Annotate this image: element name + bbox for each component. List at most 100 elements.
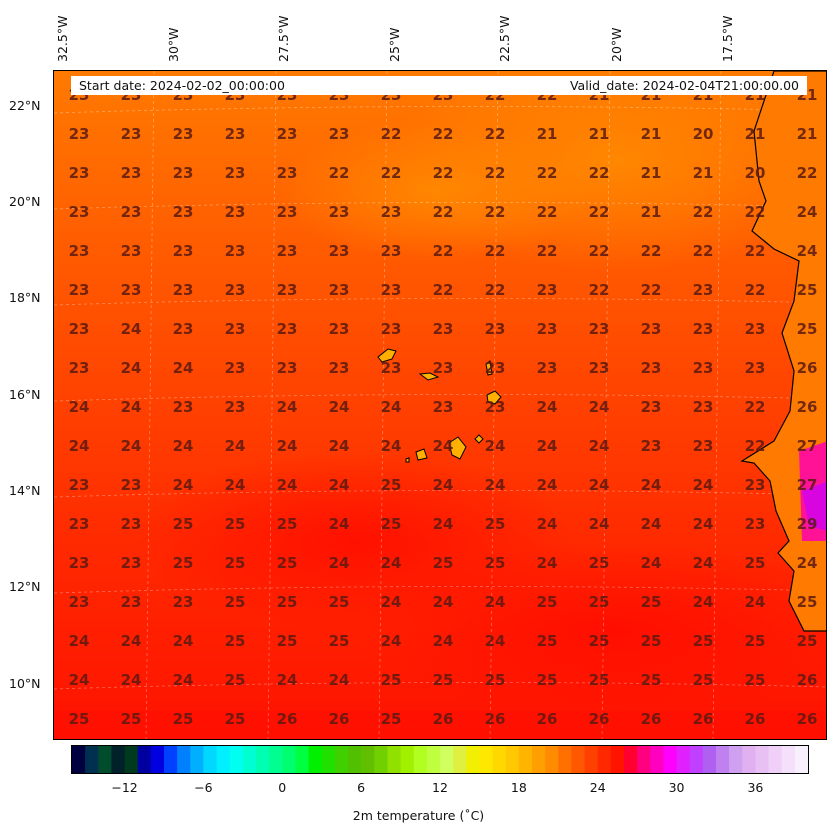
grid-value-label: 24 bbox=[485, 437, 506, 455]
grid-value-label: 24 bbox=[69, 437, 90, 455]
grid-value-label: 24 bbox=[797, 203, 818, 221]
grid-value-label: 24 bbox=[693, 476, 714, 494]
grid-value-label: 24 bbox=[797, 554, 818, 572]
grid-value-label: 23 bbox=[225, 125, 246, 143]
grid-value-label: 24 bbox=[641, 554, 662, 572]
grid-value-label: 24 bbox=[329, 398, 350, 416]
longitude-label: 22.5°W bbox=[497, 15, 512, 62]
grid-value-label: 26 bbox=[797, 398, 818, 416]
grid-value-label: 23 bbox=[745, 476, 766, 494]
grid-value-label: 23 bbox=[277, 320, 298, 338]
island bbox=[485, 360, 493, 376]
colorbar-segment bbox=[216, 746, 231, 773]
colorbar-segment bbox=[72, 746, 86, 773]
grid-value-label: 25 bbox=[277, 554, 298, 572]
grid-value-label: 22 bbox=[433, 281, 454, 299]
colorbar-segment bbox=[308, 746, 323, 773]
latitude-label: 20°N bbox=[9, 194, 41, 209]
grid-value-label: 27 bbox=[797, 476, 818, 494]
grid-value-label: 23 bbox=[329, 242, 350, 260]
header-bar: Start date: 2024-02-02_00:00:00 Valid_da… bbox=[71, 76, 807, 95]
latitude-label: 12°N bbox=[9, 579, 41, 594]
grid-value-label: 23 bbox=[121, 125, 142, 143]
grid-value-label: 24 bbox=[329, 437, 350, 455]
grid-value-label: 24 bbox=[485, 593, 506, 611]
colorbar-segment bbox=[85, 746, 99, 773]
grid-value-label: 25 bbox=[485, 554, 506, 572]
grid-value-label: 25 bbox=[589, 632, 610, 650]
grid-value-label: 25 bbox=[433, 671, 454, 689]
grid-value-label: 24 bbox=[69, 632, 90, 650]
grid-value-label: 24 bbox=[537, 515, 558, 533]
grid-value-label: 24 bbox=[173, 359, 194, 377]
colorbar-segment bbox=[98, 746, 113, 773]
grid-value-label: 24 bbox=[329, 671, 350, 689]
grid-value-label: 23 bbox=[173, 242, 194, 260]
grid-value-label: 23 bbox=[173, 398, 194, 416]
grid-value-label: 24 bbox=[693, 515, 714, 533]
grid-value-label: 25 bbox=[173, 554, 194, 572]
grid-value-label: 23 bbox=[433, 359, 454, 377]
grid-value-label: 25 bbox=[641, 671, 662, 689]
grid-value-label: 24 bbox=[381, 593, 402, 611]
grid-value-label: 25 bbox=[537, 632, 558, 650]
grid-value-label: 25 bbox=[745, 554, 766, 572]
grid-value-label: 23 bbox=[381, 281, 402, 299]
grid-value-label: 23 bbox=[693, 281, 714, 299]
parallel-line bbox=[54, 202, 826, 210]
grid-value-label: 23 bbox=[433, 398, 454, 416]
grid-value-label: 27 bbox=[797, 437, 818, 455]
grid-value-label: 23 bbox=[693, 320, 714, 338]
colorbar-segment bbox=[413, 746, 428, 773]
grid-value-label: 25 bbox=[329, 632, 350, 650]
colorbar-segment bbox=[203, 746, 218, 773]
grid-value-label: 23 bbox=[693, 398, 714, 416]
grid-value-label: 23 bbox=[69, 242, 90, 260]
grid-value-label: 24 bbox=[121, 320, 142, 338]
grid-value-label: 23 bbox=[277, 281, 298, 299]
grid-value-label: 23 bbox=[745, 359, 766, 377]
grid-value-label: 24 bbox=[381, 632, 402, 650]
temperature-field: 23 23 23 23 23 23 23 23 22 22 21 21 21 21 21 23 23 23 23 23… bbox=[54, 71, 826, 739]
grid-value-label: 23 bbox=[69, 515, 90, 533]
grid-value-label: 23 bbox=[121, 593, 142, 611]
grid-value-label: 22 bbox=[589, 281, 610, 299]
grid-value-label: 25 bbox=[745, 671, 766, 689]
colorbar-tick-label: 6 bbox=[357, 780, 366, 795]
grid-value-label: 23 bbox=[121, 242, 142, 260]
grid-value-label: 24 bbox=[277, 476, 298, 494]
meridian-line bbox=[712, 71, 722, 739]
grid-value-label: 22 bbox=[485, 125, 506, 143]
grid-value-label: 25 bbox=[381, 710, 402, 728]
grid-value-label: 24 bbox=[797, 242, 818, 260]
grid-value-label: 24 bbox=[433, 515, 454, 533]
cool-patch bbox=[274, 121, 594, 261]
colorbar-segment bbox=[505, 746, 520, 773]
grid-value-label: 23 bbox=[173, 593, 194, 611]
colorbar-tick-label: −12 bbox=[111, 780, 138, 795]
grid-value-label: 25 bbox=[225, 515, 246, 533]
grid-value-label: 25 bbox=[69, 710, 90, 728]
grid-value-label: 22 bbox=[329, 164, 350, 182]
grid-value-label: 23 bbox=[173, 203, 194, 221]
grid-value-label: 23 bbox=[693, 437, 714, 455]
grid-value-label: 25 bbox=[537, 593, 558, 611]
colorbar-segment bbox=[676, 746, 691, 773]
grid-value-label: 25 bbox=[589, 554, 610, 572]
grid-value-label: 23 bbox=[277, 242, 298, 260]
latitude-label: 10°N bbox=[9, 676, 41, 691]
parallel-line bbox=[54, 586, 826, 594]
grid-value-label: 22 bbox=[485, 203, 506, 221]
colorbar-segment bbox=[269, 746, 283, 773]
grid-value-label: 23 bbox=[69, 554, 90, 572]
grid-value-label: 23 bbox=[277, 359, 298, 377]
meridian-line bbox=[601, 71, 611, 739]
longitude-label: 25°W bbox=[387, 27, 402, 62]
grid-value-label: 23 bbox=[641, 320, 662, 338]
island bbox=[415, 448, 428, 461]
colorbar-segment bbox=[400, 746, 415, 773]
grid-value-label: 23 bbox=[329, 281, 350, 299]
grid-value-label: 22 bbox=[537, 164, 558, 182]
island bbox=[377, 348, 397, 363]
colorbar-tick-label: 18 bbox=[510, 780, 527, 795]
